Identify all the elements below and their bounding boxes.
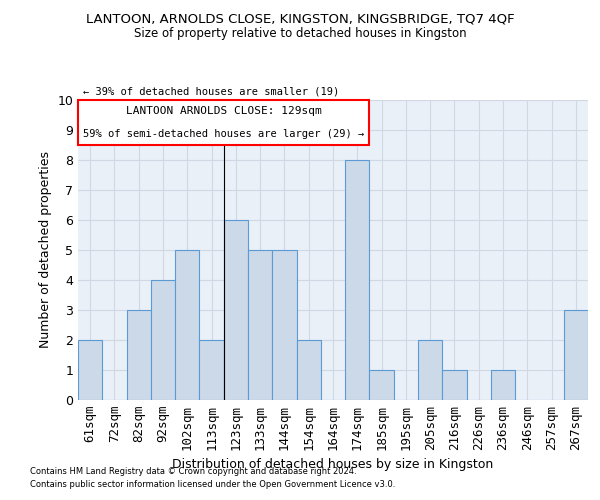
Bar [175,250,199,400]
Bar [345,160,370,400]
Text: 59% of semi-detached houses are larger (29) →: 59% of semi-detached houses are larger (… [83,129,364,139]
Bar [418,340,442,400]
Bar [442,370,467,400]
Text: Size of property relative to detached houses in Kingston: Size of property relative to detached ho… [134,28,466,40]
Text: LANTOON, ARNOLDS CLOSE, KINGSTON, KINGSBRIDGE, TQ7 4QF: LANTOON, ARNOLDS CLOSE, KINGSTON, KINGSB… [86,12,514,26]
Text: ← 39% of detached houses are smaller (19): ← 39% of detached houses are smaller (19… [83,87,340,97]
Bar [199,340,224,400]
Y-axis label: Number of detached properties: Number of detached properties [39,152,52,348]
Text: LANTOON ARNOLDS CLOSE: 129sqm: LANTOON ARNOLDS CLOSE: 129sqm [126,106,322,116]
Bar [78,340,102,400]
Bar [224,220,248,400]
Bar [370,370,394,400]
Bar [564,310,588,400]
FancyBboxPatch shape [78,100,370,145]
Text: Contains HM Land Registry data © Crown copyright and database right 2024.: Contains HM Land Registry data © Crown c… [30,467,356,476]
Bar [491,370,515,400]
Text: Contains public sector information licensed under the Open Government Licence v3: Contains public sector information licen… [30,480,395,489]
Bar [151,280,175,400]
X-axis label: Distribution of detached houses by size in Kingston: Distribution of detached houses by size … [172,458,494,471]
Bar [248,250,272,400]
Bar [296,340,321,400]
Bar [272,250,296,400]
Bar [127,310,151,400]
